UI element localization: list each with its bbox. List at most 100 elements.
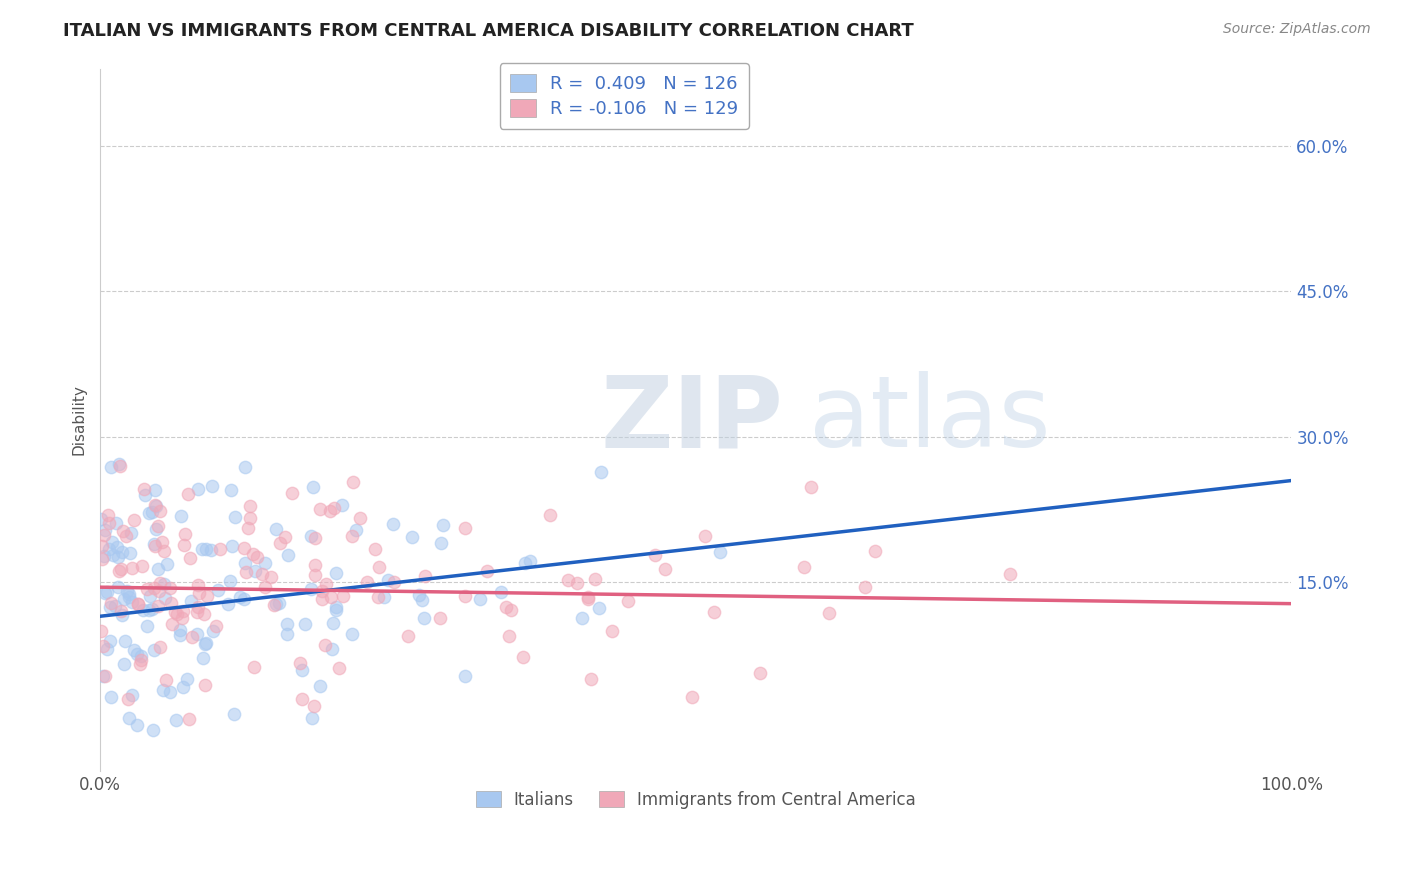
Point (304, 558, 326, 572)
Point (288, 656, 311, 670)
Point (749, 666, 772, 681)
Point (94, 523, 117, 537)
Point (242, 547, 264, 561)
Point (408, 588, 430, 602)
Point (127, 718, 149, 732)
Point (276, 626, 298, 640)
Point (201, 478, 224, 492)
Point (382, 517, 405, 532)
Point (131, 559, 153, 574)
Text: ZIP: ZIP (600, 371, 783, 468)
Point (194, 637, 217, 651)
Point (98, 516, 121, 531)
Point (411, 592, 433, 607)
Point (98, 600, 121, 615)
Point (589, 465, 612, 479)
Point (173, 526, 195, 541)
Point (97, 541, 120, 556)
Point (187, 482, 209, 496)
Point (219, 483, 242, 498)
Point (644, 549, 666, 563)
Point (177, 487, 200, 501)
Point (112, 524, 135, 538)
Point (129, 653, 152, 667)
Point (243, 660, 266, 674)
Point (117, 692, 139, 706)
Point (179, 551, 201, 566)
Point (105, 516, 128, 530)
Point (112, 591, 135, 606)
Point (429, 535, 451, 549)
Point (180, 594, 202, 608)
Point (264, 598, 287, 612)
Point (163, 605, 186, 619)
Point (169, 628, 191, 642)
Point (281, 486, 304, 500)
Point (143, 582, 166, 596)
Point (165, 714, 187, 728)
Point (187, 599, 209, 614)
Point (309, 502, 332, 516)
Point (138, 603, 160, 617)
Point (328, 660, 350, 674)
Point (172, 680, 194, 694)
Point (134, 482, 156, 496)
Point (208, 541, 231, 556)
Point (155, 591, 177, 605)
Point (100, 597, 122, 611)
Point (301, 711, 323, 725)
Point (276, 617, 298, 632)
Point (114, 634, 136, 648)
Legend: Italians, Immigrants from Central America: Italians, Immigrants from Central Americ… (468, 784, 922, 816)
Point (90, 512, 112, 526)
Point (150, 534, 173, 549)
Point (153, 543, 176, 558)
Point (330, 499, 353, 513)
Point (194, 636, 217, 650)
Point (263, 598, 285, 612)
Point (118, 587, 141, 601)
Point (96, 584, 118, 599)
Point (253, 556, 276, 570)
Point (693, 529, 716, 543)
Point (104, 599, 127, 614)
Point (91, 551, 114, 566)
Point (118, 546, 141, 560)
Point (159, 596, 181, 610)
Point (90, 539, 112, 553)
Point (141, 602, 163, 616)
Point (309, 679, 332, 693)
Point (91, 669, 114, 683)
Point (134, 488, 156, 502)
Point (264, 522, 287, 536)
Point (299, 582, 322, 596)
Point (498, 629, 520, 643)
Point (468, 591, 491, 606)
Point (413, 568, 436, 582)
Point (332, 590, 354, 604)
Point (148, 640, 170, 654)
Point (100, 534, 122, 549)
Point (176, 672, 198, 686)
Point (319, 504, 342, 518)
Point (93, 549, 115, 563)
Point (100, 690, 122, 704)
Text: Source: ZipAtlas.com: Source: ZipAtlas.com (1223, 22, 1371, 37)
Point (93, 528, 115, 542)
Point (205, 619, 228, 633)
Point (245, 564, 267, 578)
Point (290, 663, 312, 677)
Point (314, 638, 336, 652)
Point (138, 589, 160, 603)
Point (373, 590, 395, 604)
Point (800, 480, 823, 494)
Point (195, 589, 218, 603)
Point (90, 624, 112, 639)
Point (412, 611, 434, 625)
Point (273, 530, 295, 544)
Point (311, 591, 333, 606)
Point (401, 531, 423, 545)
Point (342, 475, 364, 489)
Point (239, 511, 262, 525)
Point (239, 499, 262, 513)
